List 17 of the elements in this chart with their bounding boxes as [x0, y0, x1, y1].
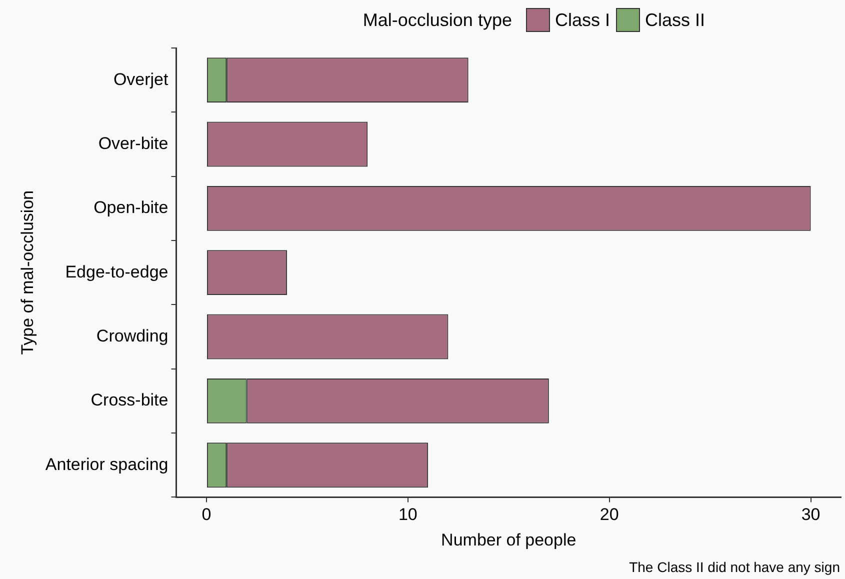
x-tick-label: 30: [801, 505, 820, 524]
y-tick-label: Over-bite: [98, 134, 168, 153]
text: The Class II did not have any sign: [629, 558, 840, 575]
x-tick-label: 0: [202, 505, 212, 524]
x-tick-label: 10: [398, 505, 418, 524]
y-tick-label: Overjet: [113, 70, 169, 89]
y-tick-label: Crowding: [96, 326, 168, 346]
x-tick-label: 20: [600, 505, 619, 524]
y-tick-label: Anterior spacing: [45, 454, 168, 474]
y-axis-title: Type of mal-occlusion: [18, 190, 37, 355]
y-tick-label: Edge-to-edge: [65, 262, 168, 282]
legend-title: Mal-occlusion type: [362, 10, 512, 30]
legend-label: Class I: [554, 10, 610, 30]
x-axis-title: Number of people: [441, 530, 576, 550]
y-tick-label: Cross-bite: [90, 390, 168, 410]
y-tick-label: Open-bite: [94, 198, 168, 218]
legend-label: Class II: [644, 10, 705, 30]
